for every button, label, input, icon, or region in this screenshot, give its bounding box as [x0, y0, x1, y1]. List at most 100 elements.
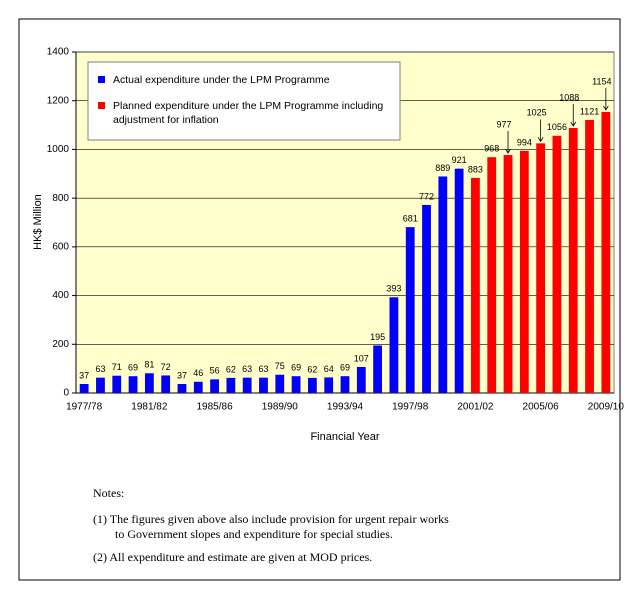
bar — [536, 143, 546, 393]
bar — [177, 383, 187, 393]
data-label: 63 — [258, 364, 268, 374]
data-label: 1025 — [527, 108, 547, 118]
x-tick-label: 1989/90 — [262, 402, 299, 413]
bar — [503, 155, 513, 393]
label-arrow — [537, 119, 544, 143]
bar — [193, 381, 203, 393]
bar — [324, 377, 334, 393]
bar — [112, 375, 122, 393]
x-tick-label: 2001/02 — [457, 402, 494, 413]
data-label: 63 — [242, 364, 252, 374]
bar — [568, 127, 578, 393]
x-tick-label: 1997/98 — [392, 402, 429, 413]
x-tick-label: 1981/82 — [131, 402, 168, 413]
bar — [144, 373, 154, 393]
bar — [422, 204, 431, 393]
label-arrow — [505, 131, 511, 154]
data-label: 107 — [354, 353, 369, 363]
y-axis-title: HK$ Million — [32, 194, 44, 250]
legend-label: Planned expenditure under the LPM Progra… — [113, 100, 383, 126]
y-tick-label: 600 — [52, 241, 69, 252]
data-label: 56 — [210, 366, 220, 376]
legend — [87, 61, 401, 141]
bar — [275, 374, 285, 393]
notes-title: Notes: — [93, 486, 124, 500]
data-label: 921 — [452, 155, 467, 165]
bar — [79, 383, 89, 393]
bar — [340, 376, 350, 393]
data-label: 681 — [403, 214, 418, 224]
bar — [226, 377, 236, 393]
y-tick-label: 1400 — [47, 47, 70, 58]
x-tick-label: 1985/86 — [196, 402, 233, 413]
label-arrow — [603, 87, 609, 111]
bar — [128, 376, 138, 393]
bar — [585, 119, 594, 394]
data-label: 62 — [307, 364, 317, 374]
data-label: 69 — [291, 363, 301, 373]
data-label: 46 — [193, 368, 203, 378]
data-label: 1088 — [559, 92, 579, 102]
y-tick-label: 0 — [63, 388, 69, 399]
data-label: 393 — [386, 284, 401, 294]
bar — [307, 377, 317, 393]
data-label: 195 — [370, 332, 385, 342]
y-tick-label: 200 — [52, 339, 69, 350]
x-tick-label: 1993/94 — [327, 402, 364, 413]
bar — [259, 377, 268, 393]
bar — [487, 157, 497, 393]
note: (1) The figures given above also include… — [93, 512, 449, 526]
data-label: 889 — [435, 163, 450, 173]
note: (2) All expenditure and estimate are giv… — [93, 550, 372, 564]
data-label: 994 — [517, 137, 532, 147]
data-label: 1056 — [547, 122, 567, 132]
note: to Government slopes and expenditure for… — [115, 527, 393, 541]
bar — [405, 227, 415, 393]
x-tick-label: 2005/06 — [523, 402, 560, 413]
data-label: 69 — [128, 363, 138, 373]
bar — [454, 168, 464, 393]
data-label: 64 — [324, 364, 334, 374]
data-label: 968 — [484, 144, 499, 154]
bar — [471, 177, 480, 393]
data-label: 62 — [226, 364, 236, 374]
data-label: 883 — [468, 164, 483, 174]
legend-swatch — [98, 102, 105, 109]
legend-swatch — [98, 76, 105, 83]
y-tick-label: 1000 — [47, 144, 70, 155]
data-label: 37 — [79, 370, 89, 380]
x-axis-title: Financial Year — [310, 431, 379, 443]
bar — [96, 377, 105, 393]
data-label: 71 — [112, 362, 122, 372]
bar — [373, 345, 383, 393]
bar — [210, 379, 219, 393]
data-label: 772 — [419, 191, 434, 201]
bar — [356, 366, 366, 393]
data-label: 37 — [177, 370, 187, 380]
data-label: 63 — [95, 364, 105, 374]
x-tick-label: 2009/10 — [588, 402, 625, 413]
data-label: 69 — [340, 363, 350, 373]
data-label: 75 — [275, 361, 285, 371]
data-label: 72 — [161, 362, 171, 372]
bar — [552, 135, 562, 393]
bar — [601, 111, 611, 393]
data-label: 1154 — [592, 76, 611, 86]
x-tick-label: 1977/78 — [66, 402, 103, 413]
bar — [519, 150, 529, 393]
bar — [389, 297, 399, 393]
data-label: 81 — [144, 360, 154, 370]
y-tick-label: 1200 — [47, 95, 70, 106]
bar — [438, 176, 448, 393]
bar — [242, 377, 252, 393]
label-arrow — [570, 103, 577, 127]
data-label: 1121 — [580, 106, 599, 116]
bar — [161, 375, 171, 393]
legend-label: Actual expenditure under the LPM Program… — [113, 74, 330, 86]
bar — [291, 376, 301, 393]
y-tick-label: 800 — [52, 193, 69, 204]
data-label: 977 — [497, 119, 512, 129]
y-tick-label: 400 — [52, 290, 69, 301]
